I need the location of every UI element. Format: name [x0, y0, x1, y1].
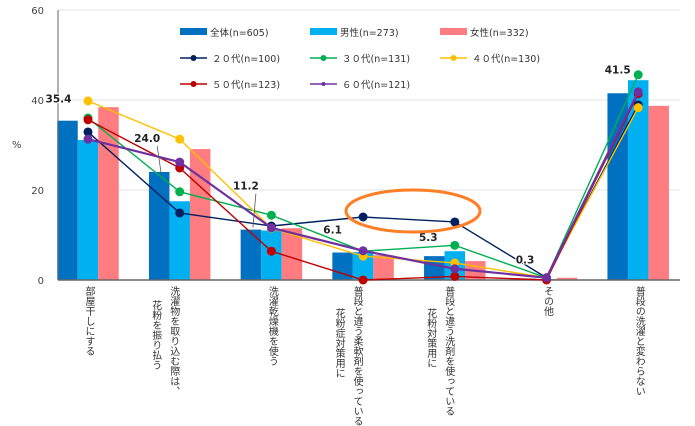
data-label: 35.4: [46, 94, 72, 106]
bar-2: [169, 201, 190, 280]
x-category-label: その他: [541, 286, 553, 316]
y-axis-label: %: [12, 140, 22, 151]
data-label: 0.3: [516, 255, 535, 267]
legend-label: ５０代(n=123): [212, 80, 280, 91]
data-label-leader: [156, 145, 162, 175]
x-category-label-line: 普段の洗濯と変わらない: [633, 286, 645, 396]
bar-3: [648, 105, 669, 280]
legend-label: 男性(n=273): [340, 27, 399, 39]
x-category-label: 普段と違う柔軟剤を使っている 花粉症対策用に: [332, 286, 362, 426]
bar-3: [556, 277, 578, 280]
bar-1: [240, 229, 262, 280]
legend-label: ２０代(n=100): [212, 54, 280, 65]
line-point: [175, 157, 185, 167]
data-label: 6.1: [323, 225, 342, 237]
y-tick-label: 20: [31, 186, 44, 197]
line-point: [542, 273, 551, 283]
legend-label: ４０代(n=130): [472, 54, 540, 65]
data-label: 41.5: [605, 64, 631, 76]
x-category-label-line: 花粉対策用に: [424, 308, 436, 368]
line-point: [83, 127, 93, 137]
y-tick-label: 60: [31, 6, 44, 17]
legend-marker: [190, 81, 197, 87]
x-category-label-line: 花粉を振り払う: [149, 300, 161, 370]
line-point: [358, 212, 368, 222]
bar-1: [57, 120, 78, 280]
x-category-label-line: その他: [541, 286, 553, 316]
line-point: [358, 246, 368, 256]
bar-2: [627, 80, 649, 280]
legend-marker: [190, 55, 197, 61]
legend-marker: [450, 55, 457, 61]
bar-1: [607, 93, 628, 280]
line-point: [175, 208, 185, 218]
legend-marker: [321, 82, 326, 86]
legend-swatch: [310, 28, 337, 35]
legend-label: 女性(n=332): [470, 27, 529, 39]
data-label: 11.2: [233, 181, 259, 193]
y-tick-label: 40: [31, 96, 44, 107]
line-point: [450, 264, 460, 274]
legend-swatch: [180, 28, 207, 35]
x-category-label: 洗濯乾燥機を使う: [265, 286, 277, 366]
highlight-ellipse: [344, 188, 482, 234]
line-point: [450, 240, 460, 250]
line-point: [175, 187, 185, 197]
bar-1: [332, 252, 353, 280]
line-point: [266, 246, 276, 256]
line-point: [450, 217, 460, 227]
y-tick-label: 0: [38, 276, 44, 287]
x-category-label: 洗濯物を取り込む際は、 花粉を振り払う: [149, 286, 179, 396]
data-label-leader: [252, 193, 257, 228]
legend-swatch: [440, 28, 467, 35]
x-category-label-line: 普段と違う柔軟剤を使っている: [351, 286, 363, 426]
line-point: [633, 103, 643, 113]
line-point: [83, 96, 93, 106]
line-point: [450, 271, 460, 281]
x-category-label: 普段の洗濯と変わらない: [632, 286, 644, 396]
line-point: [633, 87, 643, 97]
bar-3: [98, 107, 119, 280]
line-point: [83, 115, 93, 125]
x-category-label-line: 普段と違う洗剤を使っている: [442, 286, 454, 416]
x-category-label: 部屋干しにする: [82, 286, 94, 356]
x-category-label-line: 洗濯物を取り込む際は、: [167, 286, 179, 396]
line-point: [266, 223, 276, 233]
bar-2: [77, 140, 99, 280]
bar-3: [281, 228, 303, 280]
line-point: [358, 275, 368, 285]
x-category-label-line: 花粉症対策用に: [333, 308, 345, 378]
x-category-label-line: 部屋干しにする: [83, 286, 94, 356]
legend-label: ３０代(n=131): [342, 54, 410, 65]
line-point: [266, 210, 276, 220]
bar-3: [373, 255, 394, 280]
data-label: 5.3: [419, 232, 438, 244]
x-category-label-line: 洗濯乾燥機を使う: [266, 286, 278, 366]
line-point: [175, 134, 185, 144]
x-category-label: 普段と違う洗剤を使っている 花粉対策用に: [424, 286, 454, 416]
line-point: [83, 134, 93, 144]
legend-label: 全体(n=605): [210, 27, 269, 39]
bar-2: [352, 252, 374, 280]
line-point: [633, 70, 643, 80]
legend-marker: [320, 55, 327, 61]
data-label: 24.0: [134, 133, 160, 145]
legend-label: ６０代(n=121): [342, 80, 410, 91]
